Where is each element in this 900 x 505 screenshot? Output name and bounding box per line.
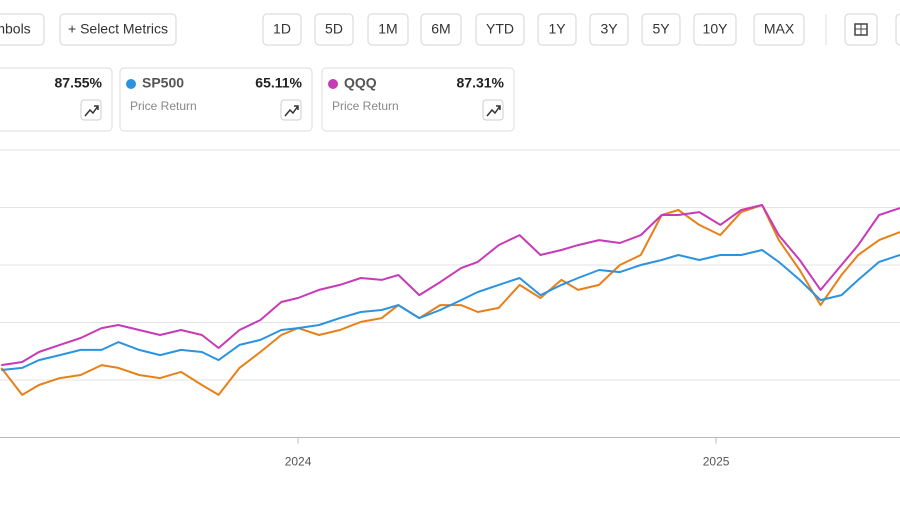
chart-icon	[84, 105, 99, 117]
range-button-label: 5Y	[652, 21, 670, 37]
legend-name: SP500	[142, 75, 184, 91]
range-button-label: 6M	[431, 21, 450, 37]
range-button[interactable]	[475, 13, 525, 46]
series-line	[1, 204, 900, 367]
legend-dot	[126, 79, 136, 89]
series-card	[321, 67, 515, 132]
more-button[interactable]	[895, 13, 900, 46]
range-button[interactable]	[367, 13, 409, 46]
range-button[interactable]	[314, 13, 354, 46]
card-subtitle: Price Return	[130, 99, 197, 113]
card-return: 87.31%	[457, 75, 505, 91]
x-tick-label: 2024	[285, 455, 312, 469]
card-return: 87.55%	[55, 75, 103, 91]
series-line	[1, 249, 900, 371]
compare-button[interactable]	[0, 13, 45, 46]
metrics-button-label: + Select Metrics	[68, 21, 168, 37]
metrics-button[interactable]	[59, 13, 177, 46]
card-return: 65.11%	[255, 75, 302, 91]
range-button[interactable]	[537, 13, 577, 46]
range-button-label: 3Y	[600, 21, 618, 37]
range-button[interactable]	[753, 13, 805, 46]
range-button[interactable]	[262, 13, 302, 46]
range-button-label: 10Y	[703, 21, 729, 37]
legend-name: QQQ	[344, 75, 377, 91]
range-button-label: 5D	[325, 21, 343, 37]
range-button[interactable]	[589, 13, 629, 46]
chart-icon	[284, 105, 299, 117]
range-button-label: 1D	[273, 21, 291, 37]
range-button[interactable]	[693, 13, 737, 46]
card-subtitle: Price Return	[332, 99, 399, 113]
range-button-label: 1M	[378, 21, 397, 37]
series-card	[119, 67, 313, 132]
x-tick-label: 2025	[703, 455, 730, 469]
range-button[interactable]	[420, 13, 462, 46]
range-button-label: MAX	[764, 21, 795, 37]
compare-button-label: mbols	[0, 21, 31, 37]
series-line	[0, 204, 900, 396]
range-button[interactable]	[641, 13, 681, 46]
legend-dot	[328, 79, 338, 89]
chart-icon	[486, 105, 501, 117]
range-button-label: 1Y	[548, 21, 566, 37]
range-button-label: YTD	[486, 21, 514, 37]
